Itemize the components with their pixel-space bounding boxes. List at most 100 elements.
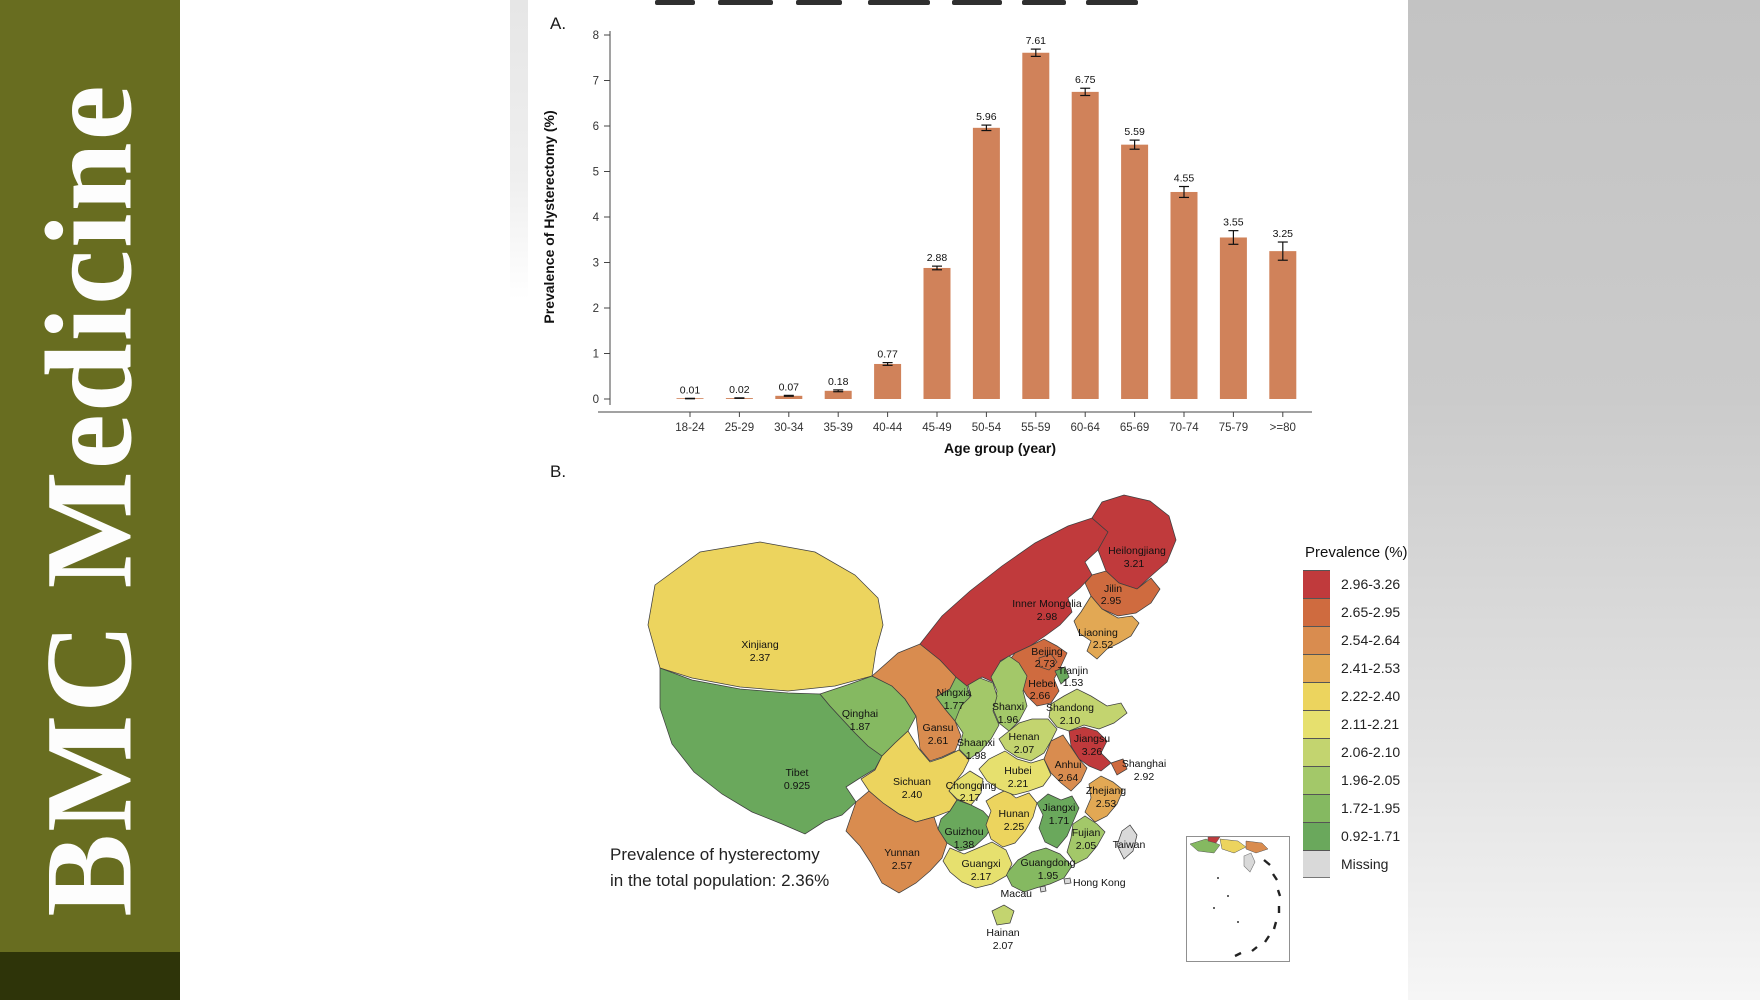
total-prevalence-note-line2: in the total population: 2.36%: [610, 871, 830, 890]
province-value-tianjin: 1.53: [1063, 677, 1084, 689]
province-value-guangdong: 1.95: [1038, 870, 1059, 882]
legend-range-label: 2.11-2.21: [1341, 716, 1400, 732]
bar-35-39: [824, 390, 852, 399]
province-name-shanghai: Shanghai: [1122, 758, 1166, 770]
province-name-hainan: Hainan: [986, 927, 1019, 939]
x-tick-label: 40-44: [873, 422, 903, 434]
province-value-beijing: 2.73: [1035, 658, 1056, 670]
province-value-fujian: 2.05: [1076, 840, 1097, 852]
province-value-shanxi: 1.96: [998, 714, 1019, 726]
y-tick-label: 0: [593, 394, 599, 406]
province-hubei: [978, 750, 1052, 796]
province-tianjin: [1054, 666, 1070, 685]
legend-swatch: [1303, 682, 1330, 710]
page-edge-shadow-left: [510, 0, 528, 300]
province-name-jilin: Jilin: [1104, 583, 1122, 595]
province-value-inner_mongolia: 2.98: [1037, 611, 1058, 623]
total-prevalence-note: Prevalence of hysterectomy in the total …: [610, 842, 870, 894]
cropped-title-fragment: [1086, 0, 1138, 5]
province-name-shaanxi: Shaanxi: [957, 737, 995, 749]
province-name-hunan: Hunan: [999, 808, 1030, 820]
x-tick-label: 60-64: [1070, 422, 1100, 434]
province-chongqing: [948, 770, 984, 806]
x-tick-label: 45-49: [922, 422, 951, 434]
province-value-heilongjiang: 3.21: [1124, 558, 1145, 570]
bar-value-label: 6.75: [1075, 74, 1096, 86]
province-value-gansu: 2.61: [928, 735, 949, 747]
cropped-title-fragment: [952, 0, 1002, 5]
province-value-shandong: 2.10: [1060, 715, 1081, 727]
legend-swatch: [1303, 794, 1330, 822]
province-value-zhejiang: 2.53: [1096, 798, 1117, 810]
province-value-jiangsu: 3.26: [1082, 746, 1103, 758]
x-tick-label: 50-54: [972, 422, 1002, 434]
journal-title: BMC Medicine: [21, 83, 158, 917]
province-value-guangxi: 2.17: [971, 871, 992, 883]
panel-a-label: A.: [550, 14, 567, 33]
sidebar-footer-band: [0, 952, 180, 1000]
province-name-guangxi: Guangxi: [961, 858, 1000, 870]
x-tick-label: 35-39: [823, 422, 852, 434]
x-tick-label: >=80: [1270, 422, 1296, 434]
province-name-beijing: Beijing: [1031, 646, 1063, 658]
bar-40-44: [874, 363, 902, 399]
bar-value-label: 4.55: [1174, 173, 1195, 185]
south-china-sea-inset: [1186, 836, 1290, 962]
province-value-shanghai: 2.92: [1134, 771, 1155, 783]
province-jilin: [1084, 570, 1161, 617]
province-value-chongqing: 2.17: [960, 792, 981, 804]
legend-range-label: 0.92-1.71: [1341, 828, 1401, 844]
x-tick-label: 70-74: [1169, 422, 1199, 434]
bar-value-label: 3.25: [1273, 228, 1294, 240]
province-name-tianjin: Tianjin: [1058, 665, 1089, 677]
province-value-shaanxi: 1.98: [966, 750, 987, 762]
legend-range-label: 1.96-2.05: [1341, 772, 1401, 788]
cropped-title-fragment: [868, 0, 930, 5]
y-tick-label: 4: [593, 212, 600, 224]
province-value-sichuan: 2.40: [902, 789, 923, 801]
y-tick-label: 7: [593, 76, 599, 88]
province-name-jiangxi: Jiangxi: [1043, 802, 1076, 814]
x-tick-label: 18-24: [675, 422, 705, 434]
province-name-shanxi: Shanxi: [992, 701, 1024, 713]
legend-item-1: 2.65-2.95: [1303, 598, 1400, 626]
province-hainan: [991, 904, 1015, 926]
province-jiangxi: [1036, 793, 1080, 849]
province-yunnan: [845, 790, 948, 894]
bar->=80: [1269, 251, 1297, 399]
legend-swatch: [1303, 654, 1330, 682]
x-tick-label: 75-79: [1219, 422, 1248, 434]
province-name-shandong: Shandong: [1046, 702, 1094, 714]
province-value-xinjiang: 2.37: [750, 652, 771, 664]
province-name-ningxia: Ningxia: [936, 687, 971, 699]
bar-value-label: 5.59: [1124, 126, 1145, 138]
province-value-jiangxi: 1.71: [1049, 815, 1070, 827]
cropped-title-fragment: [655, 0, 695, 5]
province-name-xinjiang: Xinjiang: [741, 639, 779, 651]
inset-coast-red: [1207, 836, 1221, 844]
bar-value-label: 0.01: [680, 384, 701, 396]
province-macau: [1039, 885, 1047, 893]
legend-item-10: Missing: [1303, 850, 1400, 878]
legend-range-label: Missing: [1341, 856, 1389, 872]
bar-50-54: [972, 127, 1000, 399]
province-name-chongqing: Chongqing: [946, 780, 997, 792]
province-name-fujian: Fujian: [1072, 827, 1101, 839]
legend-range-label: 2.06-2.10: [1341, 744, 1401, 760]
bar-65-69: [1121, 144, 1149, 399]
legend-swatch: [1303, 626, 1330, 654]
legend-swatch: [1303, 710, 1330, 738]
bar-value-label: 7.61: [1026, 35, 1047, 47]
cropped-title-fragment: [796, 0, 842, 5]
inset-coast-yellow: [1219, 838, 1247, 854]
province-value-hebei: 2.66: [1030, 690, 1051, 702]
legend-item-2: 2.54-2.64: [1303, 626, 1400, 654]
legend-swatch: [1303, 822, 1330, 850]
bar-value-label: 3.55: [1223, 217, 1244, 229]
legend-range-label: 1.72-1.95: [1341, 800, 1401, 816]
legend-range-label: 2.22-2.40: [1341, 688, 1401, 704]
province-value-hubei: 2.21: [1008, 778, 1029, 790]
legend-item-6: 2.06-2.10: [1303, 738, 1400, 766]
legend-item-9: 0.92-1.71: [1303, 822, 1400, 850]
bar-value-label: 0.18: [828, 376, 849, 388]
